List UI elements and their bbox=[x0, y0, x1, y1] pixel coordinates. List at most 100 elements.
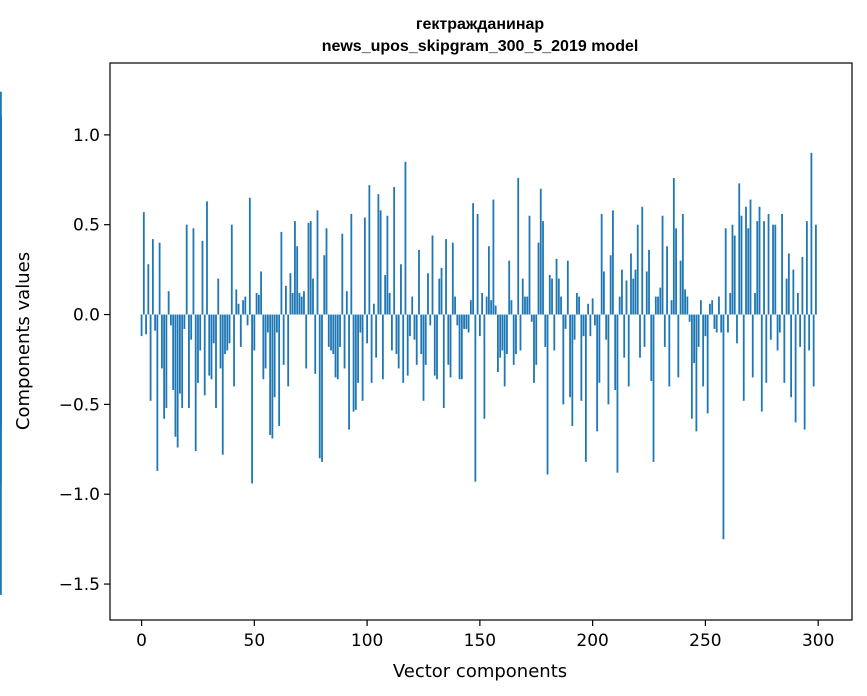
bar-26 bbox=[199, 314, 202, 351]
x-tick-label-250: 250 bbox=[689, 631, 721, 651]
bar-223 bbox=[643, 314, 646, 347]
bar-63 bbox=[282, 314, 285, 365]
bar-130 bbox=[433, 314, 436, 376]
bar-39 bbox=[228, 314, 231, 344]
bar-225 bbox=[648, 249, 650, 315]
bar-287 bbox=[787, 253, 790, 315]
bar-41 bbox=[233, 314, 235, 387]
bar-86 bbox=[334, 314, 337, 378]
bar-99 bbox=[363, 217, 366, 315]
bar-83 bbox=[327, 314, 330, 347]
bar-189 bbox=[566, 260, 569, 315]
bar-18 bbox=[181, 314, 184, 408]
bar-244 bbox=[690, 314, 693, 419]
x-tick-label-0: 0 bbox=[136, 631, 147, 651]
bar-undefined bbox=[0, 314, 2, 595]
bar-152 bbox=[483, 314, 486, 419]
bar-59 bbox=[273, 314, 276, 398]
bar-128 bbox=[429, 314, 432, 326]
bar-12 bbox=[167, 291, 170, 315]
bar-43 bbox=[237, 303, 240, 315]
bar-299 bbox=[815, 224, 817, 315]
bar-263 bbox=[733, 235, 736, 315]
bar-291 bbox=[796, 292, 799, 315]
bar-94 bbox=[352, 314, 355, 412]
bar-65 bbox=[287, 314, 290, 387]
bar-200 bbox=[591, 298, 594, 315]
bar-3 bbox=[147, 264, 150, 315]
bar-70 bbox=[298, 292, 301, 315]
bar-283 bbox=[778, 314, 781, 333]
bar-107 bbox=[381, 314, 384, 380]
bar-188 bbox=[564, 314, 567, 329]
bar-24 bbox=[194, 314, 197, 452]
bar-58 bbox=[271, 314, 274, 439]
bar-205 bbox=[603, 271, 605, 315]
bar-25 bbox=[197, 314, 199, 383]
bar-96 bbox=[357, 314, 359, 383]
bar-208 bbox=[609, 255, 612, 315]
bar-102 bbox=[370, 314, 373, 383]
bar-279 bbox=[769, 314, 772, 340]
bar-62 bbox=[280, 231, 283, 315]
bar-105 bbox=[377, 194, 380, 315]
bar-23 bbox=[192, 228, 195, 315]
bar-218 bbox=[632, 278, 635, 315]
bar-269 bbox=[747, 228, 750, 315]
bar-34 bbox=[217, 278, 220, 315]
bar-262 bbox=[731, 224, 734, 315]
bar-204 bbox=[600, 213, 603, 315]
bar-76 bbox=[312, 278, 314, 315]
bar-239 bbox=[679, 260, 682, 315]
bar-54 bbox=[262, 314, 265, 380]
bar-72 bbox=[303, 291, 305, 315]
bar-50 bbox=[253, 314, 256, 351]
bar-37 bbox=[224, 314, 226, 355]
bar-273 bbox=[756, 221, 759, 315]
bar-248 bbox=[699, 300, 702, 315]
bar-242 bbox=[686, 296, 689, 315]
bar-127 bbox=[427, 273, 429, 315]
bar-157 bbox=[494, 305, 497, 315]
bar-undefined bbox=[0, 314, 2, 419]
bar-104 bbox=[375, 314, 378, 358]
bar-29 bbox=[206, 201, 208, 315]
bar-149 bbox=[476, 213, 479, 315]
bar-169 bbox=[521, 278, 524, 315]
bar-271 bbox=[751, 314, 754, 378]
bar-10 bbox=[163, 314, 166, 419]
bar-203 bbox=[598, 314, 601, 383]
bar-98 bbox=[361, 314, 364, 401]
bar-81 bbox=[323, 255, 326, 315]
bar-211 bbox=[616, 314, 619, 473]
bar-123 bbox=[418, 249, 420, 315]
bar-44 bbox=[239, 314, 242, 347]
bar-73 bbox=[305, 314, 308, 369]
y-axis-ticks: −1.5 −1.0 −0.5 0.0 0.5 1.0 bbox=[59, 126, 110, 595]
bar-79 bbox=[318, 314, 321, 459]
bar-114 bbox=[397, 314, 400, 369]
bar-270 bbox=[749, 199, 752, 315]
bar-142 bbox=[460, 314, 463, 380]
bar-136 bbox=[447, 314, 450, 365]
bars-layer bbox=[0, 91, 817, 595]
bar-178 bbox=[542, 221, 544, 315]
y-tick-label-3: 0.0 bbox=[73, 306, 100, 326]
bar-167 bbox=[517, 177, 520, 315]
bar-209 bbox=[612, 210, 614, 315]
bar-219 bbox=[634, 269, 637, 315]
bar-260 bbox=[727, 314, 729, 333]
bar-249 bbox=[702, 314, 705, 387]
bar-191 bbox=[571, 314, 574, 426]
bar-124 bbox=[420, 314, 423, 355]
bar-256 bbox=[718, 296, 720, 315]
bar-281 bbox=[774, 224, 777, 315]
bar-160 bbox=[501, 314, 504, 351]
bar-181 bbox=[548, 275, 551, 315]
bar-214 bbox=[623, 314, 626, 358]
bar-253 bbox=[711, 300, 714, 315]
bar-166 bbox=[515, 314, 517, 355]
bar-5 bbox=[151, 239, 154, 315]
bar-237 bbox=[675, 228, 677, 315]
